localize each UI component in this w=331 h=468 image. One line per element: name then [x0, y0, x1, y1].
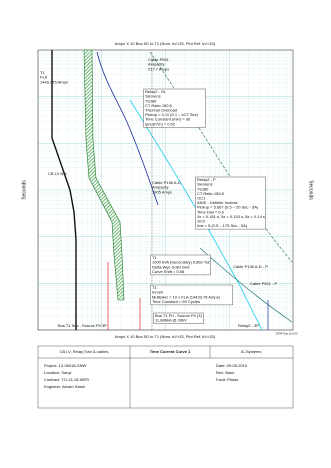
- annotation-box: [195, 176, 266, 230]
- relay-p-curve: [129, 99, 263, 331]
- annotation-text: Time Constant = 50 Cycles: [152, 299, 200, 304]
- title-block-frame: [37, 345, 294, 409]
- annotation-text: Siemens: [197, 182, 213, 187]
- annotation-text: Pickup = 0.11 (0.1 – xCT Sec): [145, 112, 199, 117]
- cable-p501-curve: [149, 51, 293, 263]
- annotation-text: Multiplier = 10 x FLA (14433.76 Amps): [152, 294, 221, 299]
- right-axis-title: Seconds: [308, 180, 314, 200]
- annotation-text: OC1: [197, 195, 206, 200]
- annotation-text: tpre/(h*m) = 0.02: [145, 121, 176, 126]
- annotation-text: CB LV Net: [48, 171, 67, 176]
- inrush-lines: [107, 262, 141, 330]
- annotation-text: Thermal Overload: [145, 107, 177, 112]
- annotation-text: ETAP Star 12.6.0C: [276, 332, 298, 336]
- top-axis-title: Amps X 10 Bus 5G to T1 (Nom. kV=33, Plot…: [115, 41, 216, 46]
- annotation-text: FLA: [40, 75, 48, 80]
- annotation-text: Inrush: [152, 290, 163, 295]
- cb-lv-band: [83, 49, 125, 301]
- location: Location: Sanyi: [44, 370, 71, 375]
- annotation-box: [143, 88, 206, 128]
- annotation-text: CT Ratio 150:5: [197, 191, 225, 196]
- annotation-box: [150, 254, 211, 276]
- annotation-text: 1000 kVA (Secondary) 6.862 %Z: [152, 260, 211, 265]
- annotation-box: [153, 312, 204, 324]
- annotation-text: Time Constant (min) = 30: [145, 117, 191, 122]
- title-block-title: Time Current Curve 1: [150, 349, 191, 354]
- annotation-text: T1: [40, 70, 45, 75]
- annotation-text: CT Ratio 150:5: [145, 103, 173, 108]
- annotation-text: 1905 Amps: [152, 189, 172, 194]
- annotation-text: 217.7 Amps: [148, 66, 169, 71]
- date: Date: 09-05-2015: [216, 363, 248, 368]
- project: Project: 13-06018-SNW: [44, 363, 86, 368]
- bottom-axis-title: Amps X 10 Bus 5G to T1 (Nom. kV=33, Plot…: [115, 334, 216, 339]
- fault: Fault: Phase: [216, 377, 239, 382]
- annotation-text: Relay2 - P: [197, 177, 216, 182]
- annotation-text: Curve Shift = 0.58: [152, 269, 185, 274]
- annotation-box: [150, 284, 233, 306]
- t1-damage-curve: [51, 50, 77, 330]
- engineer: Engineer: Akram Salah: [44, 384, 85, 389]
- annotation-text: Delta-Wye Solid Gnd: [152, 264, 189, 269]
- annotation-text: Relay2 - 3P: [238, 323, 259, 328]
- annotation-text: Time Dial = 0.6: [197, 209, 225, 214]
- annotation-text: Inst = 5 (0.5 – 175 Sec - 5A): [197, 223, 248, 228]
- annotation-text: Cable P136 A-D: [152, 180, 181, 185]
- title-block-company: IC-Systems: [241, 349, 262, 354]
- plot-frame: [37, 49, 294, 331]
- annotation-text: 7SJ80: [197, 186, 209, 191]
- title-block: CB LV, Relay,Tran & cables Time Current …: [37, 345, 294, 409]
- annotation-text: Ampacity: [148, 62, 164, 67]
- annotation-text: T1: [152, 285, 157, 290]
- annotation-text: OC2: [197, 218, 206, 223]
- annotation-text: 3x = 0.181 s, 5x = 0.153 s, 8x = 0.14 s: [197, 214, 265, 219]
- annotation-text: Cable P501 - P: [250, 281, 277, 286]
- annotation-text: 1443.375 Amps: [40, 79, 68, 84]
- annotation-text: Cable P501: [148, 57, 170, 62]
- annotation-text: Cable P136 A-D - P: [233, 264, 268, 269]
- revision: Rev: Base: [216, 370, 235, 375]
- annotation-text: Ampacity: [152, 185, 168, 190]
- annotation-text: ANSI - Definite Inverse: [197, 200, 238, 205]
- annotation-text: 7SJ80: [145, 98, 157, 103]
- relay-ol-curve: [96, 51, 159, 206]
- annotation-text: Siemens: [145, 94, 161, 99]
- annotation-text: Bus T1 Sec - Source Pri 3P: [58, 323, 107, 328]
- title-block-subject: CB LV, Relay,Tran & cables: [60, 349, 109, 354]
- contract: Contract: TO-13-18-WER: [44, 377, 89, 382]
- annotation-text: 11.886kA @ 33kV: [155, 318, 187, 323]
- annotation-text: T1: [152, 255, 157, 260]
- annotation-text: Relay2 - OL: [145, 89, 167, 94]
- left-axis-title: Seconds: [21, 180, 27, 200]
- annotation-text: Bus T1 Pri - Source Pri (3): [155, 313, 202, 318]
- annotation-text: Pickup = 5.667 (0.5 – 20 Sec - 5A): [197, 205, 259, 210]
